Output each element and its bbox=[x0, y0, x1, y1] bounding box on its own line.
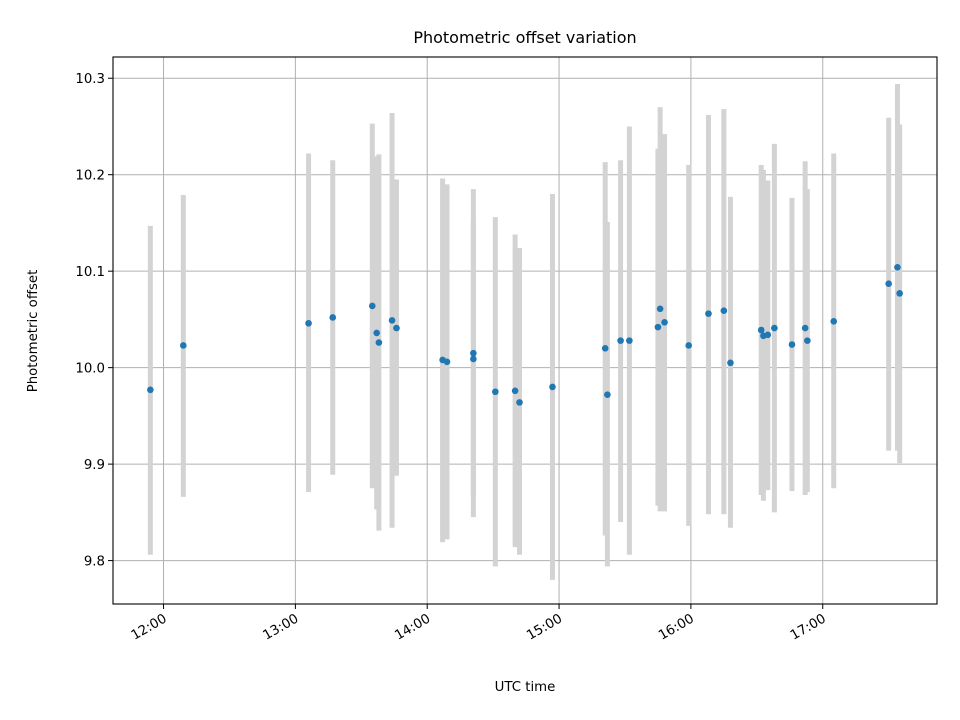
data-point bbox=[661, 318, 668, 326]
data-point bbox=[180, 342, 187, 349]
data-point bbox=[656, 305, 664, 313]
data-point bbox=[373, 329, 380, 337]
data-point bbox=[894, 264, 901, 271]
data-point bbox=[626, 337, 633, 344]
data-point bbox=[511, 387, 519, 395]
data-point bbox=[388, 317, 396, 324]
data-point bbox=[804, 337, 811, 344]
data-point bbox=[393, 324, 400, 332]
x-axis-label: UTC time bbox=[495, 680, 556, 695]
data-point bbox=[771, 324, 778, 332]
data-point bbox=[147, 386, 154, 394]
y-tick-label: 10.1 bbox=[75, 265, 105, 280]
plot-frame bbox=[112, 56, 938, 605]
y-axis-ticks: 9.8 9.9 10.0 10.1 10.2 10.3 bbox=[75, 72, 113, 570]
data-point bbox=[617, 337, 624, 344]
data-point bbox=[470, 355, 477, 363]
data-point bbox=[470, 349, 477, 357]
data-point bbox=[375, 339, 383, 346]
data-point bbox=[492, 388, 499, 396]
data-point bbox=[549, 383, 556, 391]
data-point bbox=[601, 345, 609, 352]
data-point bbox=[705, 310, 712, 317]
data-point bbox=[764, 331, 772, 339]
data-point bbox=[830, 318, 838, 325]
data-point bbox=[329, 314, 337, 321]
data-point bbox=[788, 341, 796, 348]
data-point bbox=[720, 307, 728, 315]
data-point bbox=[604, 391, 611, 398]
data-point bbox=[757, 326, 765, 334]
data-point bbox=[443, 358, 451, 366]
chart-title: Photometric offset variation bbox=[413, 28, 636, 47]
data-point bbox=[516, 399, 523, 406]
data-point bbox=[685, 342, 693, 349]
data-point bbox=[654, 323, 662, 331]
data-point bbox=[896, 290, 903, 297]
y-tick-label: 9.8 bbox=[84, 555, 105, 570]
data-point bbox=[727, 359, 734, 367]
y-tick-label: 10.0 bbox=[75, 362, 105, 377]
y-axis-label: Photometric offset bbox=[26, 270, 41, 393]
data-points bbox=[147, 264, 903, 406]
y-tick-label: 10.3 bbox=[75, 72, 105, 87]
data-point bbox=[885, 280, 892, 288]
y-tick-label: 9.9 bbox=[84, 458, 105, 473]
y-tick-label: 10.2 bbox=[75, 169, 105, 184]
data-point bbox=[801, 324, 809, 332]
data-point bbox=[305, 319, 312, 327]
data-point bbox=[368, 302, 376, 310]
